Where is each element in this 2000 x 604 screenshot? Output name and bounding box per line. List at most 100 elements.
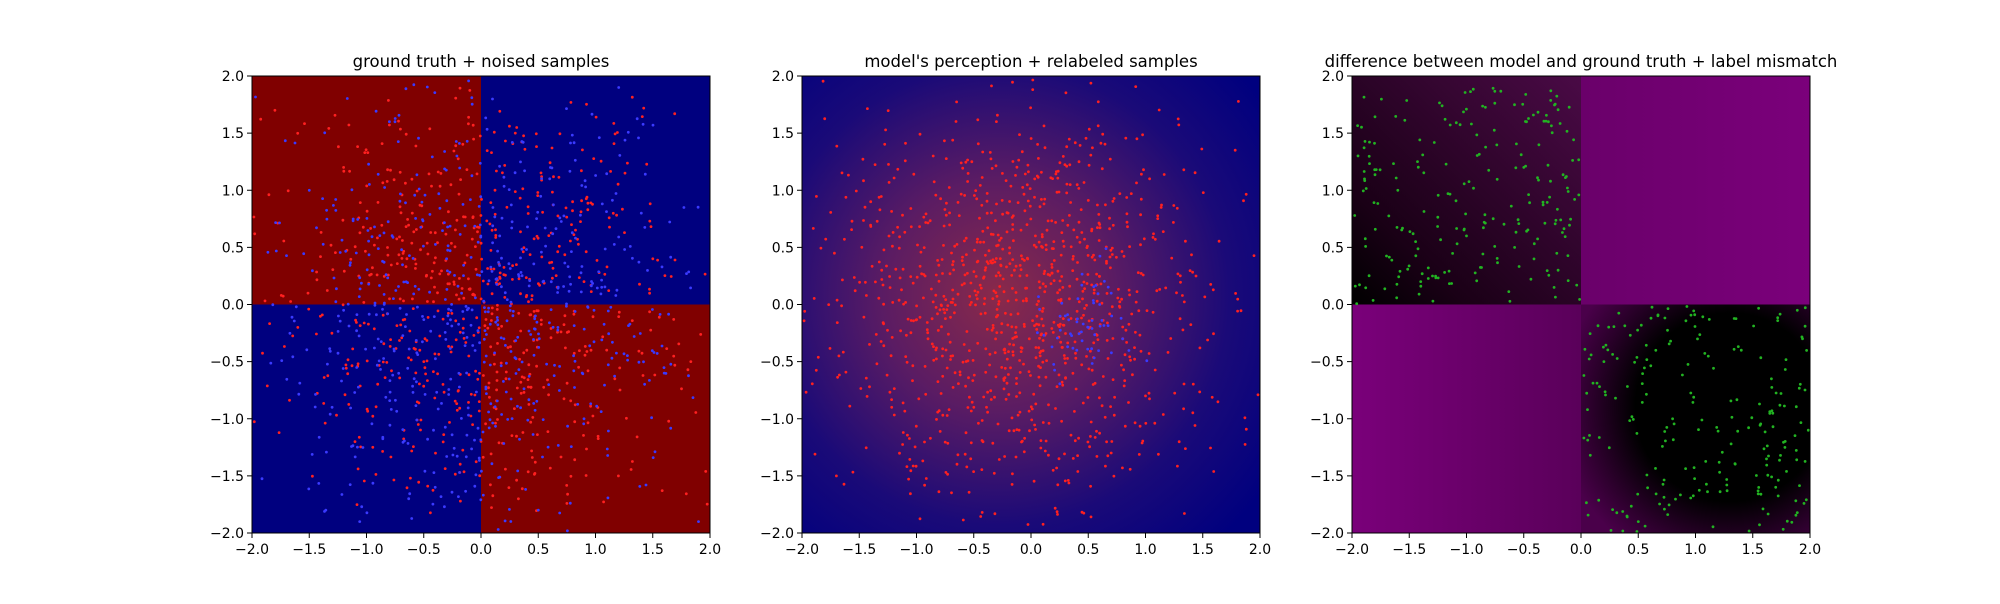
scatter-point xyxy=(582,327,586,331)
scatter-point xyxy=(862,179,865,183)
scatter-point xyxy=(573,310,577,313)
scatter-point xyxy=(960,259,964,262)
scatter-point xyxy=(1716,429,1720,433)
scatter-point xyxy=(1799,421,1803,424)
scatter-point xyxy=(432,261,436,265)
scatter-point xyxy=(1440,104,1444,108)
scatter-point xyxy=(940,258,944,261)
scatter-point xyxy=(926,221,930,225)
scatter-point xyxy=(1373,115,1377,119)
scatter-point xyxy=(334,209,338,212)
scatter-point xyxy=(376,247,380,251)
scatter-point xyxy=(1573,198,1576,201)
scatter-point xyxy=(1060,380,1064,384)
scatter-point xyxy=(880,278,884,281)
scatter-point xyxy=(1176,272,1180,276)
scatter-point xyxy=(626,354,629,357)
scatter-point xyxy=(580,184,584,187)
y-tick-label: 1.5 xyxy=(772,126,794,142)
scatter-point xyxy=(918,517,922,521)
scatter-point xyxy=(499,364,503,368)
scatter-point xyxy=(962,263,965,267)
scatter-point xyxy=(1085,282,1089,285)
scatter-point xyxy=(1073,439,1077,443)
scatter-point xyxy=(1044,248,1048,252)
scatter-point xyxy=(385,361,389,364)
scatter-point xyxy=(353,440,357,443)
scatter-point xyxy=(591,414,595,418)
scatter-point xyxy=(1119,316,1123,320)
scatter-point xyxy=(912,172,916,176)
scatter-point xyxy=(974,303,977,307)
scatter-point xyxy=(1759,422,1763,426)
scatter-point xyxy=(388,423,392,427)
scatter-point xyxy=(485,127,489,131)
scatter-point xyxy=(437,192,441,196)
scatter-point xyxy=(413,193,417,197)
scatter-point xyxy=(1139,349,1143,353)
y-tick-label: 1.0 xyxy=(1322,183,1344,199)
scatter-point xyxy=(823,117,827,121)
scatter-point xyxy=(580,169,583,173)
scatter-point xyxy=(1053,368,1056,372)
scatter-point xyxy=(936,329,940,332)
scatter-point xyxy=(317,482,321,485)
scatter-point xyxy=(875,219,879,223)
scatter-point xyxy=(507,262,511,266)
scatter-point xyxy=(1203,295,1207,299)
scatter-point xyxy=(1105,339,1109,342)
scatter-point xyxy=(465,336,469,339)
scatter-point xyxy=(1475,154,1479,157)
scatter-point xyxy=(1042,272,1046,275)
scatter-point xyxy=(656,258,659,262)
scatter-point xyxy=(463,215,467,219)
scatter-point xyxy=(1127,349,1131,352)
scatter-point xyxy=(347,324,351,328)
scatter-point xyxy=(345,97,349,100)
scatter-point xyxy=(1108,227,1111,231)
scatter-point xyxy=(490,506,493,509)
scatter-point xyxy=(399,127,402,131)
scatter-point xyxy=(388,345,392,348)
scatter-point xyxy=(274,221,277,225)
scatter-point xyxy=(942,308,945,311)
scatter-point xyxy=(1371,299,1375,302)
scatter-point xyxy=(1023,172,1027,176)
x-tick-label: −1.5 xyxy=(1392,542,1426,558)
x-tick-label: 0.0 xyxy=(1020,542,1042,558)
scatter-point xyxy=(548,161,552,165)
scatter-point xyxy=(1689,391,1693,395)
scatter-point xyxy=(286,189,290,193)
scatter-point xyxy=(365,359,369,363)
scatter-point xyxy=(1537,143,1541,147)
scatter-point xyxy=(330,405,334,409)
scatter-point xyxy=(968,303,972,307)
scatter-point xyxy=(974,275,978,278)
scatter-point xyxy=(1491,86,1495,90)
scatter-point xyxy=(410,449,414,453)
scatter-point xyxy=(355,366,359,369)
scatter-point xyxy=(391,373,395,377)
scatter-point xyxy=(1434,276,1438,280)
scatter-point xyxy=(1056,169,1060,173)
scatter-point xyxy=(1086,199,1090,202)
scatter-point xyxy=(354,251,358,255)
scatter-point xyxy=(461,203,465,206)
scatter-point xyxy=(689,286,692,290)
scatter-point xyxy=(426,484,430,488)
scatter-point xyxy=(473,484,477,488)
scatter-point xyxy=(648,310,651,314)
scatter-point xyxy=(527,329,531,333)
scatter-point xyxy=(1011,228,1015,231)
scatter-point xyxy=(478,134,482,138)
scatter-point xyxy=(385,180,389,183)
scatter-point xyxy=(1147,352,1151,355)
scatter-point xyxy=(496,418,499,421)
scatter-point xyxy=(478,161,482,165)
scatter-point xyxy=(500,256,503,260)
scatter-point xyxy=(1575,283,1579,287)
scatter-point xyxy=(269,361,273,365)
scatter-point xyxy=(467,401,470,404)
scatter-point xyxy=(419,225,423,229)
scatter-point xyxy=(373,346,376,350)
